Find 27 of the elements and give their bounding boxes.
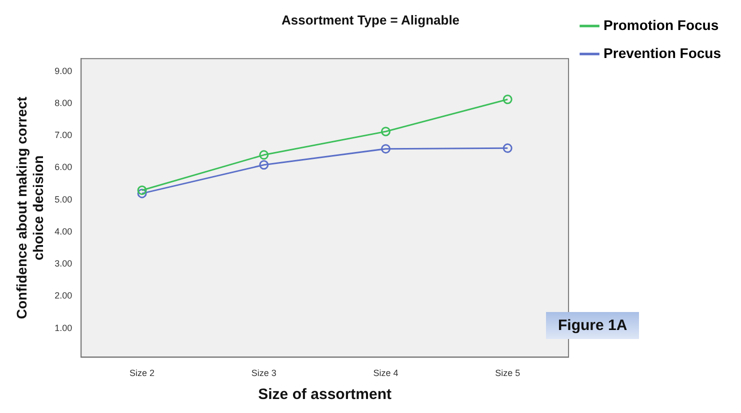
y-tick-label: 2.00	[54, 290, 72, 301]
point	[137, 188, 147, 198]
x-tick-label: Size 4	[373, 368, 398, 378]
point	[137, 185, 147, 195]
point	[259, 150, 269, 160]
y-tick-label: 1.00	[54, 322, 72, 333]
chart-title: Assortment Type = Alignable	[281, 12, 460, 28]
y-tick-label: 7.00	[54, 130, 72, 140]
y-tick-label: 4.00	[54, 226, 72, 236]
point	[259, 160, 269, 170]
y-tick-label: 9.00	[54, 66, 72, 76]
annotation: Figure 1A	[546, 312, 640, 339]
point	[381, 126, 390, 136]
y-tick-label: 5.00	[54, 194, 72, 204]
legend-label: Prevention Focus	[604, 44, 722, 61]
x-tick-label: Size 5	[495, 368, 520, 378]
point	[502, 94, 512, 104]
point	[502, 143, 512, 153]
legend-label: Promotion Focus	[604, 16, 719, 33]
point	[381, 144, 390, 154]
y-tick-label: 6.00	[54, 162, 72, 172]
y-tick-label: 8.00	[54, 98, 72, 108]
x-axis-title: Size of assortment	[258, 386, 392, 404]
x-tick-label: Size 3	[251, 368, 276, 378]
y-axis-title: Confidence about making correct choice decision	[13, 96, 46, 320]
x-tick-label: Size 2	[130, 368, 155, 378]
y-tick-label: 3.00	[54, 258, 72, 269]
